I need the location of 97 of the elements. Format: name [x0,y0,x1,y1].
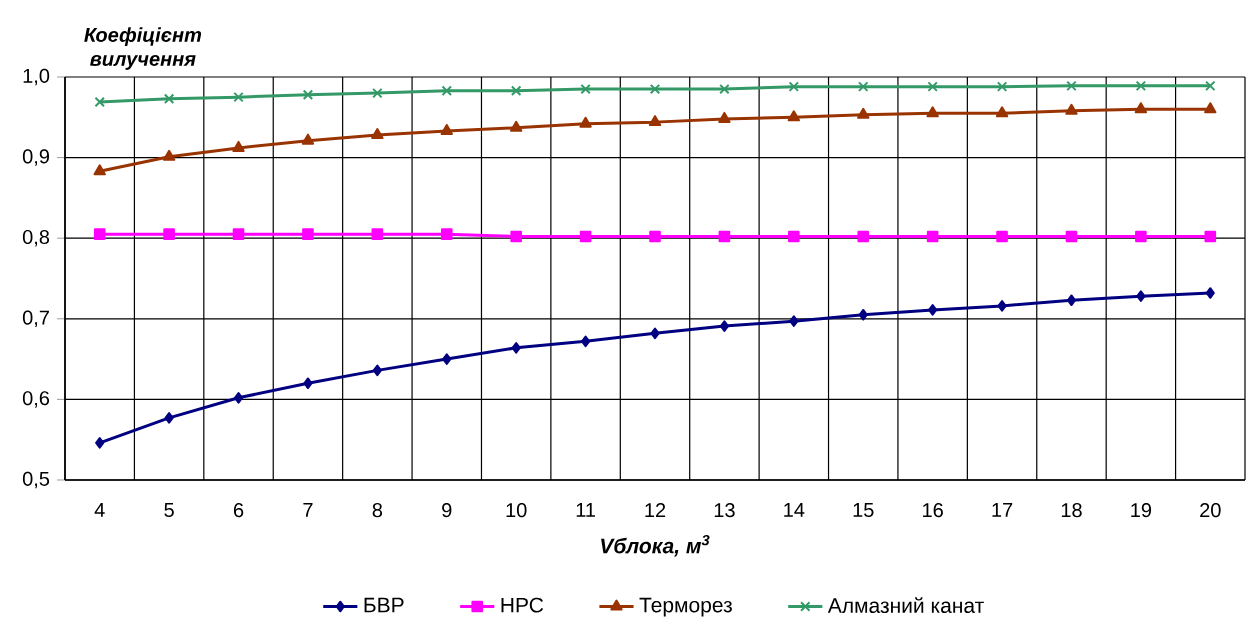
point [95,437,105,449]
point [1134,102,1148,114]
point [788,230,800,243]
x-tick-label: 16 [923,503,943,518]
point [719,320,730,332]
point [233,92,244,103]
legend-label: БВР [364,597,404,613]
point [1135,230,1147,243]
point [996,81,1008,93]
point [996,230,1008,243]
x-tick-label: 15 [853,503,874,518]
x-tick-label: 6 [233,503,244,518]
point [1066,80,1077,92]
x-tick-label: 14 [784,503,805,517]
point [580,335,591,348]
legend-label: Терморез [639,597,732,617]
point [1136,290,1146,303]
point [926,230,939,243]
point [303,377,313,390]
y-tick-label: 0,8 [22,230,50,247]
point [579,116,592,128]
point [233,392,244,404]
point [857,107,870,119]
point [232,228,245,241]
point [440,228,453,241]
x-tick-label: 20 [1200,503,1221,518]
point [371,128,384,140]
x-tick-label: 13 [714,503,735,518]
x-tick-label: 17 [992,503,1013,517]
y-tick-label: 0,5 [22,471,50,489]
point [718,230,731,243]
point [510,230,522,243]
x-tick-label: 8 [372,503,383,518]
point [164,412,174,424]
point [649,83,661,95]
point [1065,103,1078,115]
y-tick-label: 0,9 [22,149,50,166]
point [1204,102,1217,114]
legend-label: Алмазний канат [827,597,984,614]
x-tick-label: 9 [442,503,452,518]
point [1135,80,1147,92]
point [1205,287,1215,299]
point [927,81,938,93]
point [232,141,245,153]
point [509,120,523,132]
point [93,164,106,176]
point [372,87,383,99]
y-axis-title: Коефіцієнт вилучення [84,27,202,71]
x-axis-title: Vблока, м$^{3}$ [601,535,710,557]
legend-label: НРС [501,597,544,613]
point [788,81,800,93]
point [1205,80,1216,92]
x-tick-label: 5 [164,503,174,518]
point [997,300,1007,312]
point [440,124,453,136]
x-tick-label: 19 [1131,503,1152,518]
x-tick-label: 7 [303,503,313,517]
point [163,228,175,241]
point [789,315,799,328]
point [719,83,730,95]
point [162,149,176,161]
point [511,342,521,354]
point [163,93,175,105]
point [1204,230,1217,243]
point [858,309,868,321]
y-tick-label: 1,0 [23,68,50,86]
point [372,364,382,377]
point [995,106,1009,118]
x-tick-label: 18 [1061,503,1082,518]
point [579,230,592,243]
point [928,304,938,316]
point [302,228,314,241]
point [302,89,314,101]
point [857,230,870,243]
point [301,133,315,145]
point [926,106,939,118]
x-tick-label: 12 [645,503,666,518]
point [580,83,591,95]
x-tick-label: 4 [94,503,105,517]
point [510,85,522,97]
point [718,112,731,124]
point [650,327,660,340]
point [94,96,105,108]
point [93,228,106,241]
y-tick-label: 0,6 [22,391,50,408]
y-tick-label: 0,7 [22,310,49,328]
point [857,81,869,93]
x-tick-label: 11 [576,503,596,517]
point [442,353,452,365]
point [787,110,801,122]
point [1065,230,1078,243]
point [648,115,662,127]
point [649,230,661,243]
point [441,85,453,97]
x-tick-label: 10 [506,503,527,518]
point [371,228,384,241]
point [1066,294,1077,307]
